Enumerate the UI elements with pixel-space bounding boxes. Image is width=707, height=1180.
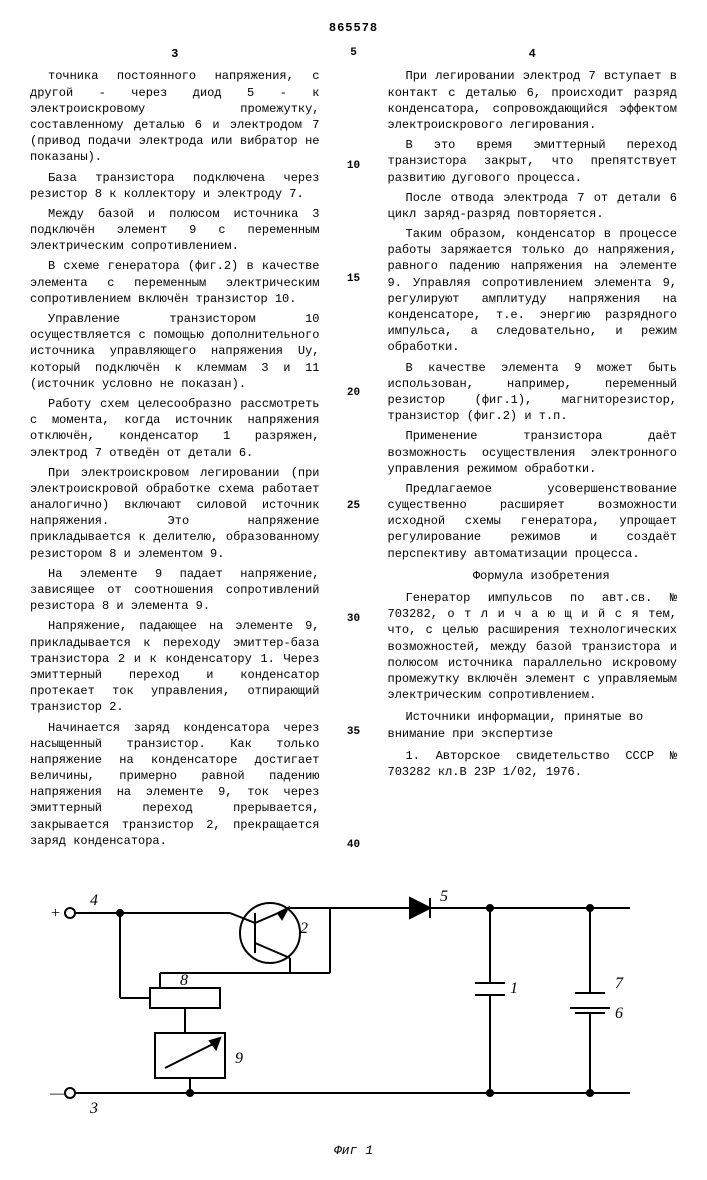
left-text: точника постоянного напряжения, с другой… (30, 68, 320, 849)
two-column-body: 3 точника постоянного напряжения, с друг… (30, 46, 677, 853)
right-text: При легировании электрод 7 вступает в ко… (388, 68, 678, 561)
line-marker: 10 (344, 159, 364, 174)
body-paragraph: Таким образом, конденсатор в процессе ра… (388, 226, 678, 356)
label-6: 6 (615, 1005, 623, 1022)
left-column: 3 точника постоянного напряжения, с друг… (30, 46, 320, 853)
label-7: 7 (615, 975, 624, 992)
label-8: 8 (180, 972, 188, 989)
body-paragraph: Предлагаемое усовершенствование существе… (388, 481, 678, 562)
body-paragraph: В качестве элемента 9 может быть использ… (388, 360, 678, 425)
sources-text: 1. Авторское свидетельство СССР № 703282… (388, 748, 678, 780)
circuit-svg: + — 4 3 8 9 2 5 1 7 6 (30, 873, 670, 1133)
left-col-number: 3 (30, 46, 320, 62)
body-paragraph: В это время эмиттерный переход транзисто… (388, 137, 678, 186)
right-col-number: 4 (388, 46, 678, 62)
body-paragraph: Напряжение, падающее на элементе 9, прик… (30, 618, 320, 715)
line-marker: 15 (344, 272, 364, 287)
sources-heading: Источники информации, принятые во вниман… (388, 709, 678, 741)
body-paragraph: Между базой и полюсом источника 3 подклю… (30, 206, 320, 255)
body-paragraph: После отвода электрода 7 от детали 6 цик… (388, 190, 678, 222)
patent-number: 865578 (30, 20, 677, 36)
formula-heading: Формула изобретения (388, 568, 678, 584)
label-4: 4 (90, 892, 98, 909)
body-paragraph: На элементе 9 падает напряжение, зависящ… (30, 566, 320, 615)
line-number-gutter: 5 10 15 20 25 30 35 40 (344, 46, 364, 853)
label-5: 5 (440, 888, 448, 905)
line-marker: 20 (344, 386, 364, 401)
formula-text: Генератор импульсов по авт.св. № 703282,… (388, 590, 678, 703)
body-paragraph: Начинается заряд конденсатора через насы… (30, 720, 320, 850)
line-marker: 5 (344, 46, 364, 61)
line-marker: 30 (344, 612, 364, 627)
body-paragraph: При электроискровом легировании (при эле… (30, 465, 320, 562)
line-marker: 40 (344, 838, 364, 853)
line-marker: 25 (344, 499, 364, 514)
body-paragraph: В схеме генератора (фиг.2) в качестве эл… (30, 258, 320, 307)
label-minus: — (49, 1085, 65, 1102)
body-paragraph: Работу схем целесообразно рассмотреть с … (30, 396, 320, 461)
body-paragraph: При легировании электрод 7 вступает в ко… (388, 68, 678, 133)
label-2: 2 (300, 920, 308, 937)
body-paragraph: Применение транзистора даёт возможность … (388, 428, 678, 477)
body-paragraph: Управление транзистором 10 осуществляетс… (30, 311, 320, 392)
figure-label: Фиг 1 (30, 1142, 677, 1160)
right-column: 4 При легировании электрод 7 вступает в … (388, 46, 678, 853)
label-3: 3 (89, 1100, 98, 1117)
circuit-diagram: + — 4 3 8 9 2 5 1 7 6 Фиг 1 (30, 873, 677, 1160)
body-paragraph: База транзистора подключена через резист… (30, 170, 320, 202)
line-marker: 35 (344, 725, 364, 740)
label-9: 9 (235, 1050, 243, 1067)
body-paragraph: точника постоянного напряжения, с другой… (30, 68, 320, 165)
label-1: 1 (510, 980, 518, 997)
label-plus: + (50, 905, 61, 922)
